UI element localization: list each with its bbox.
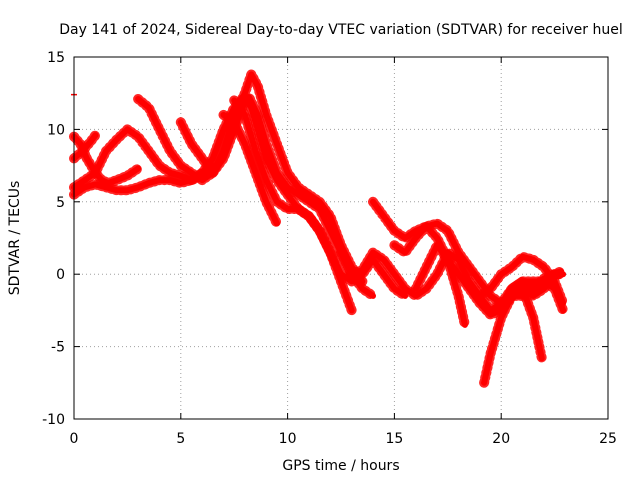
x-tick-label: 0 [70,431,79,447]
x-tick-label: 10 [279,431,297,447]
x-tick-label: 25 [599,431,617,447]
series-markers-pass-02 [69,160,218,200]
x-tick-label: 15 [385,431,403,447]
y-tick-label: 15 [47,50,65,66]
series-markers-pass-13 [410,240,470,330]
chart-title: Day 141 of 2024, Sidereal Day-to-day VTE… [59,22,622,38]
series-markers-pass-16 [496,269,569,316]
y-axis-label: SDTVAR / TECUs [7,181,23,296]
x-tick-label: 5 [176,431,185,447]
y-tick-label: 5 [56,195,65,211]
series-markers-pass-09 [229,95,357,316]
y-tick-label: 0 [56,267,65,283]
series-markers-pass-04 [69,130,101,164]
series-markers-pass-12 [389,221,566,320]
y-tick-label: 10 [47,122,65,138]
plot-frame [73,56,609,420]
y-tick-label: -5 [51,340,65,356]
series-markers-pass-08 [218,109,282,229]
y-tick-label: -10 [42,412,65,428]
x-tick-label: 20 [492,431,510,447]
x-axis-label: GPS time / hours [282,458,399,474]
axis-ticks: 0 5 10 15 20 25 -10 -5 0 5 10 15 [42,50,617,447]
data-series-layer [69,69,569,388]
series-markers-pass-06 [175,69,368,287]
